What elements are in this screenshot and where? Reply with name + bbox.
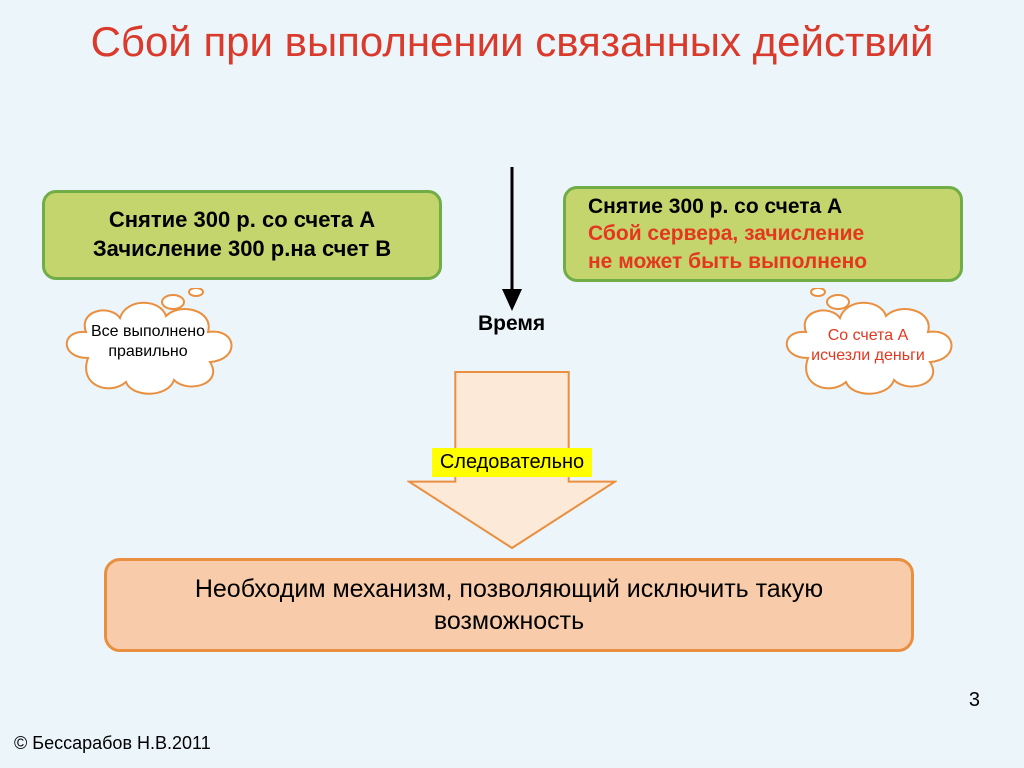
failure-line3: не может быть выполнено [588, 248, 867, 275]
time-label: Время [478, 312, 545, 336]
success-line2: Зачисление 300 р.на счет В [93, 235, 391, 264]
thought-cloud-left-text: Все выполнено правильно [78, 322, 218, 362]
therefore-label: Следовательно [432, 448, 592, 477]
slide-title: Сбой при выполнении связанных действий [0, 18, 1024, 66]
failure-line1: Снятие 300 р. со счета А [588, 193, 842, 220]
slide: Сбой при выполнении связанных действий С… [0, 0, 1024, 768]
conclusion-box: Необходим механизм, позволяющий исключит… [104, 558, 914, 652]
conclusion-text: Необходим механизм, позволяющий исключит… [147, 573, 871, 638]
success-line1: Снятие 300 р. со счета А [109, 206, 375, 235]
success-box: Снятие 300 р. со счета А Зачисление 300 … [42, 190, 442, 280]
copyright: © Бессарабов Н.В.2011 [14, 733, 211, 754]
time-arrow-icon [498, 165, 526, 313]
page-number: 3 [969, 689, 980, 712]
thought-cloud-right-text: Со счета А исчезли деньги [798, 326, 938, 366]
failure-box: Снятие 300 р. со счета А Сбой сервера, з… [563, 186, 963, 282]
failure-line2: Сбой сервера, зачисление [588, 220, 864, 247]
